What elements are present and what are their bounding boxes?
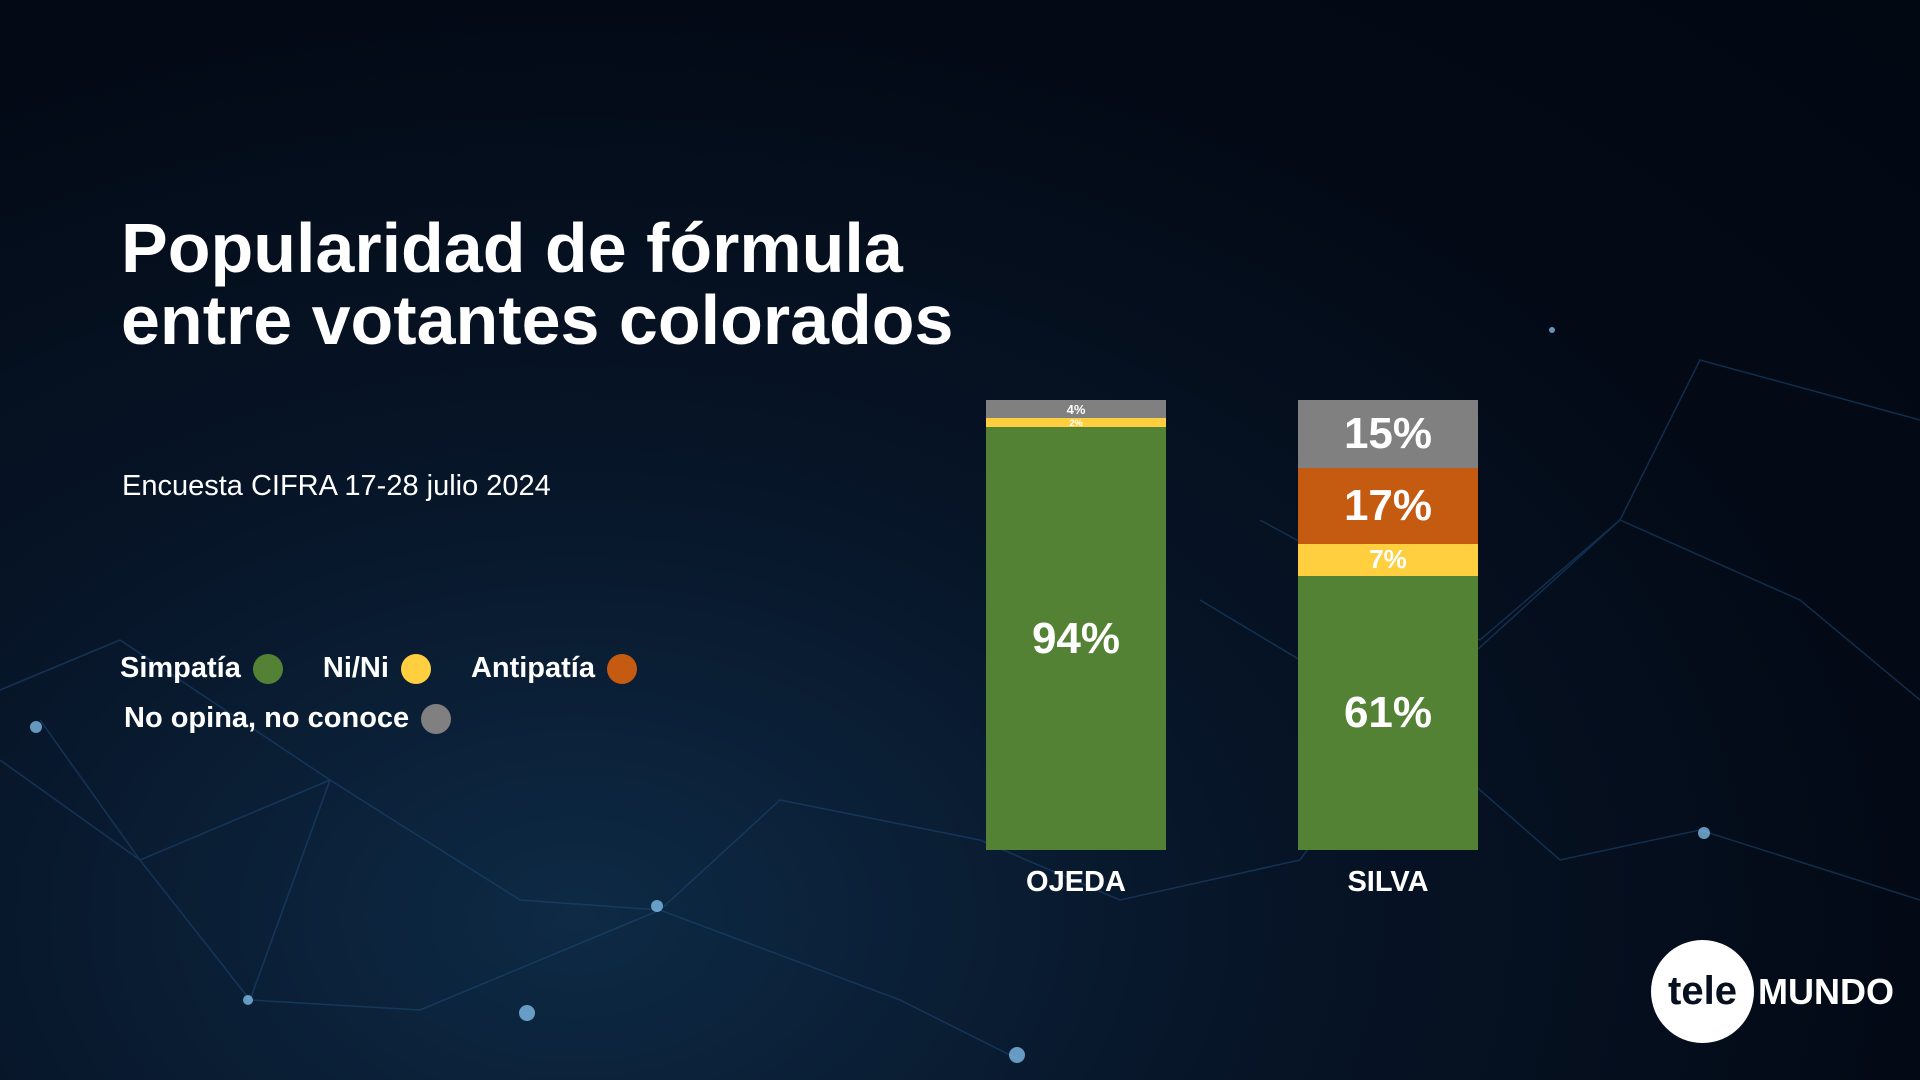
legend-label: Antipatía (470, 652, 595, 684)
bar-segment: 4% (986, 400, 1166, 418)
bar-silva: 61% 7% 17% 15% (1298, 400, 1478, 850)
legend-label: Ni/Ni (322, 652, 389, 684)
chart-title: Popularidad de fórmula entre votantes co… (121, 209, 954, 359)
bar-segment: 94% (986, 427, 1166, 850)
legend-label: No opina, no conoce (124, 702, 410, 734)
legend-swatch-yellow (400, 653, 431, 684)
legend-label: Simpatía (120, 652, 241, 684)
legend-item-simpatia: Simpatía (120, 652, 283, 685)
logo-circle: tele (1651, 940, 1754, 1043)
legend-item-antipatia: Antipatía (471, 652, 637, 685)
legend-item-no-opina: No opina, no conoce (124, 702, 452, 735)
bar-segment: 2% (986, 418, 1166, 427)
x-label-silva: SILVA (1347, 866, 1429, 898)
chart-subtitle: Encuesta CIFRA 17-28 julio 2024 (122, 470, 551, 502)
legend-row-1: Simpatía Ni/Ni Antipatía (120, 652, 677, 685)
telemundo-logo: tele MUNDO (1651, 940, 1894, 1043)
legend-swatch-gray (421, 703, 452, 734)
bar-segment: 7% (1298, 544, 1478, 576)
bar-ojeda: 94% 2% 4% (986, 400, 1166, 850)
legend-swatch-green (252, 653, 283, 684)
legend-swatch-orange (607, 653, 637, 684)
x-label-ojeda: OJEDA (1026, 866, 1126, 898)
bar-segment: 15% (1298, 400, 1478, 468)
legend-row-2: No opina, no conoce (124, 702, 491, 735)
bar-segment: 61% (1298, 575, 1478, 850)
logo-text: MUNDO (1758, 970, 1894, 1012)
legend-item-nini: Ni/Ni (323, 652, 431, 685)
bar-segment: 17% (1298, 467, 1478, 544)
